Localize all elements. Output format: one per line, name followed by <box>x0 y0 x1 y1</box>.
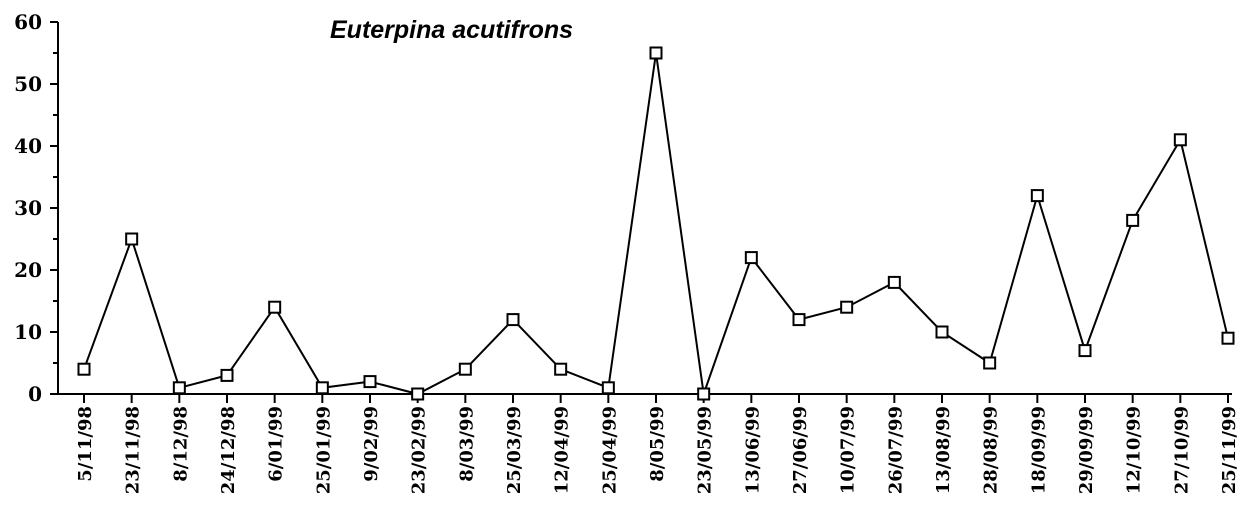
x-tick-label: 23/05/99 <box>695 406 716 494</box>
y-tick-label: 10 <box>14 320 42 344</box>
y-tick-label: 60 <box>14 10 42 34</box>
data-point <box>601 381 615 395</box>
x-tick-label: 27/10/99 <box>1171 406 1192 494</box>
data-point <box>458 362 472 376</box>
x-tick-label: 27/06/99 <box>790 406 811 494</box>
x-tick-label: 24/12/98 <box>218 406 239 494</box>
data-point <box>840 300 854 314</box>
data-point <box>697 387 711 401</box>
x-tick-label: 25/03/99 <box>504 406 525 494</box>
axes <box>57 22 1232 395</box>
data-point <box>125 232 139 246</box>
data-point <box>172 381 186 395</box>
data-point <box>411 387 425 401</box>
x-tick-label: 25/11/99 <box>1219 406 1240 494</box>
x-tick-label: 26/07/99 <box>885 406 906 494</box>
data-point <box>649 46 663 60</box>
data-point <box>1078 344 1092 358</box>
data-point <box>506 313 520 327</box>
y-axis-ticks: 0 10 20 30 40 50 60 <box>14 10 58 406</box>
x-tick-label: 23/02/99 <box>409 406 430 494</box>
x-tick-label: 12/10/99 <box>1124 406 1145 494</box>
y-tick-label: 50 <box>14 72 42 96</box>
data-point <box>1030 189 1044 203</box>
data-point <box>220 368 234 382</box>
data-point <box>77 362 91 376</box>
x-tick-label: 5/11/98 <box>75 406 96 482</box>
x-tick-label: 12/04/99 <box>552 406 573 494</box>
data-point <box>792 313 806 327</box>
x-tick-label: 8/03/99 <box>456 406 477 482</box>
x-tick-label: 29/09/99 <box>1076 406 1097 494</box>
x-axis-ticks: 5/11/98 23/11/98 8/12/98 24/12/98 6/01/99 25/… <box>75 394 1240 494</box>
x-tick-label: 13/08/99 <box>933 406 954 494</box>
y-tick-label: 0 <box>28 382 42 406</box>
x-tick-label: 6/01/99 <box>266 406 287 482</box>
data-point <box>887 275 901 289</box>
data-point <box>1126 213 1140 227</box>
x-tick-label: 18/09/99 <box>1028 406 1049 494</box>
y-tick-label: 40 <box>14 134 42 158</box>
data-point <box>1221 331 1235 345</box>
x-tick-label: 8/05/99 <box>647 406 668 482</box>
x-tick-label: 13/06/99 <box>742 406 763 494</box>
x-tick-label: 23/11/98 <box>123 406 144 494</box>
x-tick-label: 28/08/99 <box>981 406 1002 494</box>
data-point <box>983 356 997 370</box>
y-tick-label: 20 <box>14 258 42 282</box>
x-tick-label: 25/01/99 <box>313 406 334 494</box>
x-tick-label: 25/04/99 <box>599 406 620 494</box>
data-point <box>315 381 329 395</box>
chart-title: Euterpina acutifrons <box>330 16 573 44</box>
data-point <box>1173 133 1187 147</box>
data-point <box>554 362 568 376</box>
x-tick-label: 10/07/99 <box>838 406 859 494</box>
data-point <box>363 375 377 389</box>
x-tick-label: 9/02/99 <box>361 406 382 482</box>
x-tick-label: 8/12/98 <box>170 406 191 482</box>
data-point <box>935 325 949 339</box>
y-tick-label: 30 <box>14 196 42 220</box>
series-line <box>83 52 1229 396</box>
data-point <box>268 300 282 314</box>
series <box>77 46 1235 401</box>
data-point <box>744 251 758 265</box>
